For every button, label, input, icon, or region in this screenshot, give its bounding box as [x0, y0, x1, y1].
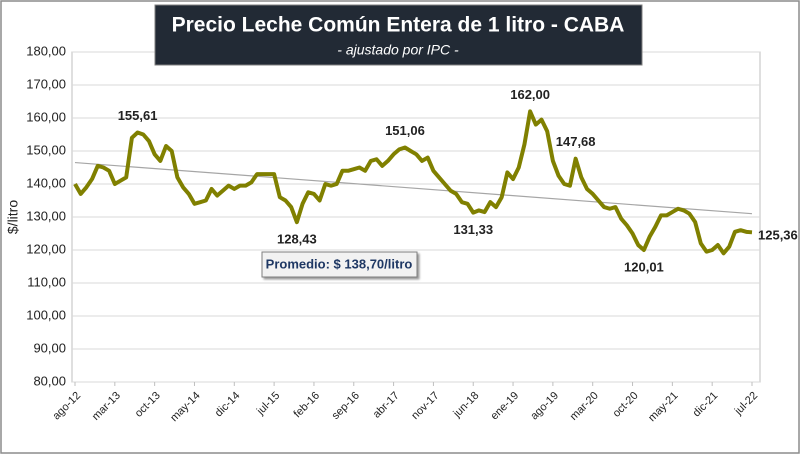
chart-title: Precio Leche Común Entera de 1 litro - C… [172, 14, 625, 37]
average-label: Promedio: $ 138,70/litro [266, 256, 413, 271]
y-tick-label: 180,00 [26, 43, 66, 58]
y-tick-label: 150,00 [26, 142, 66, 157]
data-label: 147,68 [556, 134, 596, 149]
y-tick-label: 130,00 [26, 208, 66, 223]
data-label: 131,33 [453, 222, 493, 237]
data-label: 151,06 [385, 123, 425, 138]
y-tick-label: 160,00 [26, 109, 66, 124]
y-tick-label: 170,00 [26, 76, 66, 91]
data-label: 128,43 [277, 232, 317, 247]
y-axis-title: $/litro [5, 200, 21, 234]
y-tick-label: 120,00 [26, 241, 66, 256]
data-label: 125,36 [758, 228, 798, 243]
title-box [154, 4, 643, 66]
chart-subtitle: - ajustado por IPC - [337, 42, 459, 58]
data-label: 120,01 [624, 259, 664, 274]
y-tick-label: 90,00 [33, 340, 66, 355]
series-line [73, 109, 753, 256]
y-tick-label: 140,00 [26, 175, 66, 190]
trend-line [74, 161, 753, 215]
y-tick-label: 80,00 [33, 373, 66, 388]
data-label: 162,00 [510, 87, 550, 102]
data-label: 155,61 [118, 108, 158, 123]
y-tick-label: 100,00 [26, 307, 66, 322]
y-tick-label: 110,00 [27, 274, 66, 289]
average-box [261, 251, 418, 278]
